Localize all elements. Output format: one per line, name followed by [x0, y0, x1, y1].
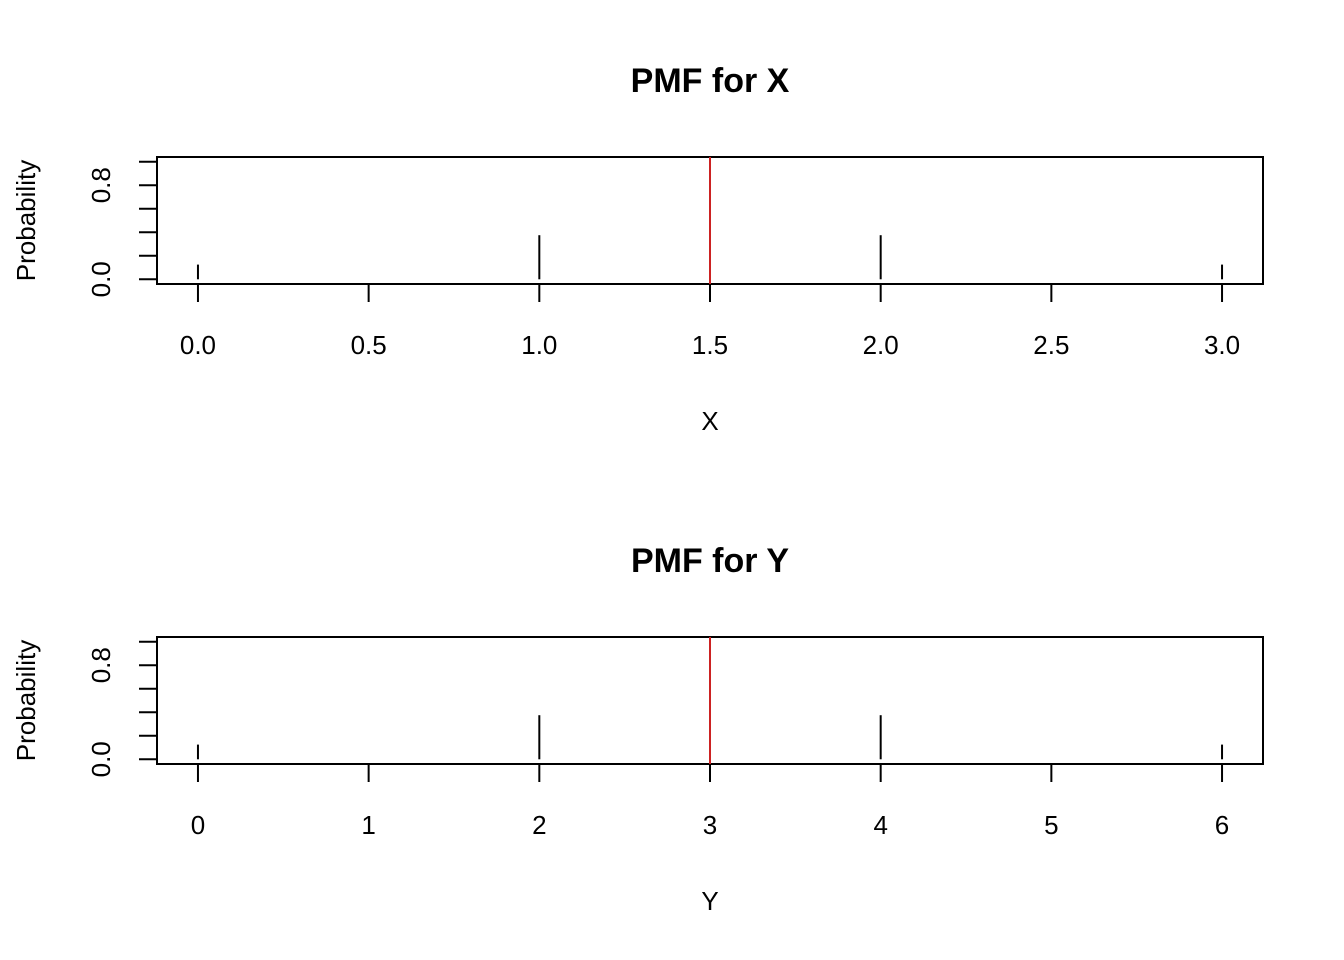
- x-tick-label: 5: [1044, 810, 1058, 840]
- y-tick-label: 0.0: [86, 261, 116, 297]
- x-tick-label: 1.5: [692, 330, 728, 360]
- x-axis-label: Y: [701, 886, 718, 916]
- panel-pmf-x: PMF for X X Probability 0.0 0.5 1.0 1.5 2.0 2…: [11, 62, 1264, 436]
- panel-pmf-y: PMF for Y Y Probability 0 1 2 3 4 5 6 0.0 0.8: [11, 542, 1264, 916]
- y-tick-label: 0.0: [86, 741, 116, 777]
- x-tick-label: 6: [1215, 810, 1229, 840]
- x-tick-label: 2.0: [863, 330, 899, 360]
- x-tick-label: 0: [191, 810, 205, 840]
- x-tick-label: 4: [873, 810, 887, 840]
- x-tick-label: 3: [703, 810, 717, 840]
- x-axis-label: X: [701, 406, 718, 436]
- chart-title: PMF for Y: [631, 542, 789, 580]
- x-tick-label: 1.0: [521, 330, 557, 360]
- x-tick-label: 0.5: [351, 330, 387, 360]
- x-tick-label: 1: [361, 810, 375, 840]
- y-axis-label: Probability: [11, 160, 41, 281]
- y-axis-label: Probability: [11, 640, 41, 761]
- x-tick-label: 2: [532, 810, 546, 840]
- x-tick-label: 2.5: [1033, 330, 1069, 360]
- chart-title: PMF for X: [631, 62, 790, 100]
- y-tick-label: 0.8: [86, 167, 116, 203]
- x-tick-label: 0.0: [180, 330, 216, 360]
- x-tick-label: 3.0: [1204, 330, 1240, 360]
- y-tick-label: 0.8: [86, 647, 116, 683]
